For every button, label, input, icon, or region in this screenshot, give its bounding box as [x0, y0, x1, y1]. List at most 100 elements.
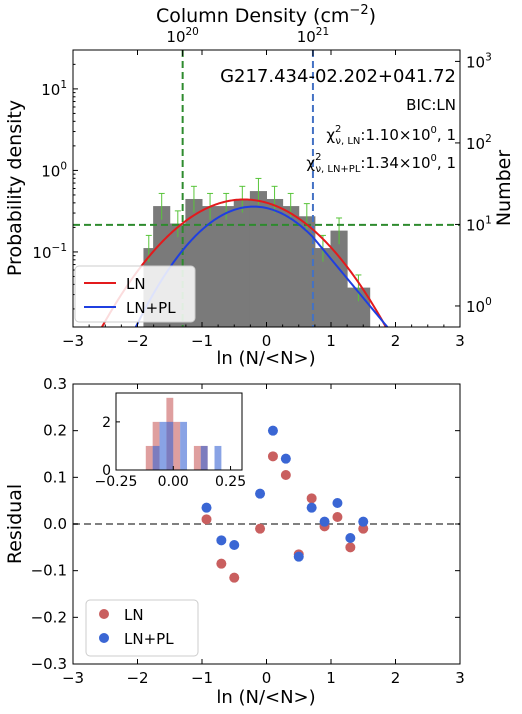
residual-point-lnplpl [358, 516, 369, 527]
legend-marker-ln [99, 609, 109, 619]
inset-bar-ln [173, 421, 181, 470]
residual-point-lnplpl [216, 535, 227, 546]
inset-y-tick-label: 0 [102, 463, 111, 479]
y-tick-label: −0.3 [31, 655, 67, 673]
residual-point-lnplpl [229, 540, 240, 550]
top-y-ticks: 10−1 100 101 [32, 49, 78, 310]
x-tick-label: 2 [391, 332, 401, 350]
bottom-panel: −3 −2 −1 0 1 2 3 −0.3 −0.2 −0.1 0.0 0.1 0.2 0.3 ln (… [4, 375, 465, 708]
histogram-bars [143, 191, 371, 328]
legend-label-ln: LN [126, 275, 146, 293]
top-x-axis-label: ln (N/<N>) [216, 348, 315, 369]
top-legend: LN LN+PL [74, 265, 196, 323]
residual-point-lnplpl [306, 502, 317, 513]
top-secondary-x-ticks: 1020 1021 [166, 26, 329, 56]
y-tick-label: 100 [41, 160, 67, 180]
residual-point-lnplpl [280, 453, 291, 464]
x-tick-label: 3 [455, 332, 465, 350]
inset-bar-lnplpl [180, 421, 188, 470]
x-tick-label: 0 [262, 332, 272, 350]
x-tick-label: −2 [126, 332, 148, 350]
legend-label-ln-bottom: LN [124, 606, 144, 624]
residual-point-ln [201, 514, 212, 525]
right-y-tick-label: 103 [466, 51, 492, 71]
bottom-legend-box [85, 599, 199, 657]
residual-point-ln [216, 558, 227, 569]
residual-point-ln [332, 512, 343, 522]
x-tick-label: −1 [191, 332, 213, 350]
x-tick-label: −2 [126, 669, 148, 687]
y-tick-label: 0.2 [43, 422, 67, 440]
residual-point-lnplpl [267, 425, 278, 436]
inset-bar-ln [193, 445, 201, 470]
x-tick-label: 1 [326, 669, 336, 687]
bottom-legend: LN LN+PL [85, 599, 199, 657]
top-axis-label: Column Density (cm−2) [156, 3, 376, 27]
inset-x-tick-label: 0.25 [215, 474, 246, 490]
inset-frame [115, 392, 243, 471]
bottom-x-ticks: −3 −2 −1 0 1 2 3 [62, 384, 465, 687]
legend-label-lnpl: LN+PL [126, 299, 176, 317]
y-tick-label: 0.0 [43, 515, 67, 533]
inset: −0.25 0.00 0.25 0 2 [95, 392, 247, 490]
residual-point-ln [358, 523, 369, 534]
right-y-tick-label: 102 [466, 133, 492, 153]
residual-points [201, 425, 369, 583]
reference-lines [73, 50, 460, 327]
top-panel: −3 −2 −1 0 1 2 3 10−1 100 101 100 101 102 103 1020 1… [4, 3, 515, 369]
top-y-axis-label: Probability density [4, 100, 26, 276]
y-tick-label: 10−1 [32, 242, 67, 262]
inset-bar-lnplpl [152, 445, 160, 470]
inset-x-tick-label: 0.00 [158, 474, 189, 490]
source-name: G217.434-02.202+041.72 [220, 66, 456, 87]
residual-point-ln [255, 523, 266, 534]
right-y-tick-label: 101 [466, 214, 492, 234]
x-tick-label: 3 [455, 669, 465, 687]
residual-point-ln [267, 451, 278, 462]
x-tick-label: −1 [191, 669, 213, 687]
top-tick-label: 1021 [297, 26, 329, 46]
inset-x-tick-label: −0.25 [95, 474, 138, 490]
inset-bar-ln [145, 445, 153, 470]
residual-point-ln [229, 572, 240, 583]
top-x-ticks: −3 −2 −1 0 1 2 3 [62, 50, 465, 350]
chi-lnpl-label: χ2 ν, LN+PL:1.34×100, 1 [306, 152, 456, 175]
inset-bar-lnplpl [214, 445, 222, 470]
inset-bar-lnplpl [200, 445, 208, 470]
residual-point-lnplpl [293, 551, 304, 562]
x-tick-label: −3 [62, 669, 84, 687]
legend-label-lnpl-bottom: LN+PL [124, 630, 174, 648]
y-tick-label: 101 [41, 79, 67, 99]
inset-bar-lnplpl [159, 421, 167, 470]
residual-point-lnplpl [255, 488, 266, 499]
residual-point-lnplpl [319, 516, 330, 527]
x-tick-label: −3 [62, 332, 84, 350]
legend-marker-lnpl [99, 633, 109, 643]
top-right-y-ticks: 100 101 102 103 [455, 51, 492, 316]
y-tick-label: −0.2 [31, 608, 67, 626]
histogram-bar [330, 230, 348, 328]
bottom-y-ticks: −0.3 −0.2 −0.1 0.0 0.1 0.2 0.3 [31, 375, 460, 673]
top-right-y-axis-label: Number [493, 150, 515, 227]
y-tick-label: 0.1 [43, 468, 67, 486]
inset-histogram-bars [145, 397, 222, 470]
right-y-tick-label: 100 [466, 296, 492, 316]
residual-point-lnplpl [345, 533, 356, 543]
inset-bar-lnplpl [166, 421, 174, 470]
inset-ticks: −0.25 0.00 0.25 0 2 [95, 415, 247, 490]
histogram-bar [249, 191, 267, 328]
x-tick-label: 0 [262, 669, 272, 687]
residual-point-lnplpl [201, 502, 212, 513]
chi-ln-label: χ2 ν, LN:1.10×100, 1 [326, 124, 456, 147]
residual-point-ln [280, 470, 291, 480]
bottom-y-axis-label: Residual [4, 484, 26, 564]
bic-label: BIC:LN [406, 96, 456, 114]
bottom-x-axis-label: ln (N/<N>) [216, 687, 315, 708]
residual-point-ln [306, 493, 317, 504]
histogram-bar [233, 198, 251, 328]
x-tick-label: 2 [391, 669, 401, 687]
y-tick-label: −0.1 [31, 562, 67, 580]
histogram-bar [266, 198, 284, 328]
x-tick-label: 1 [326, 332, 336, 350]
